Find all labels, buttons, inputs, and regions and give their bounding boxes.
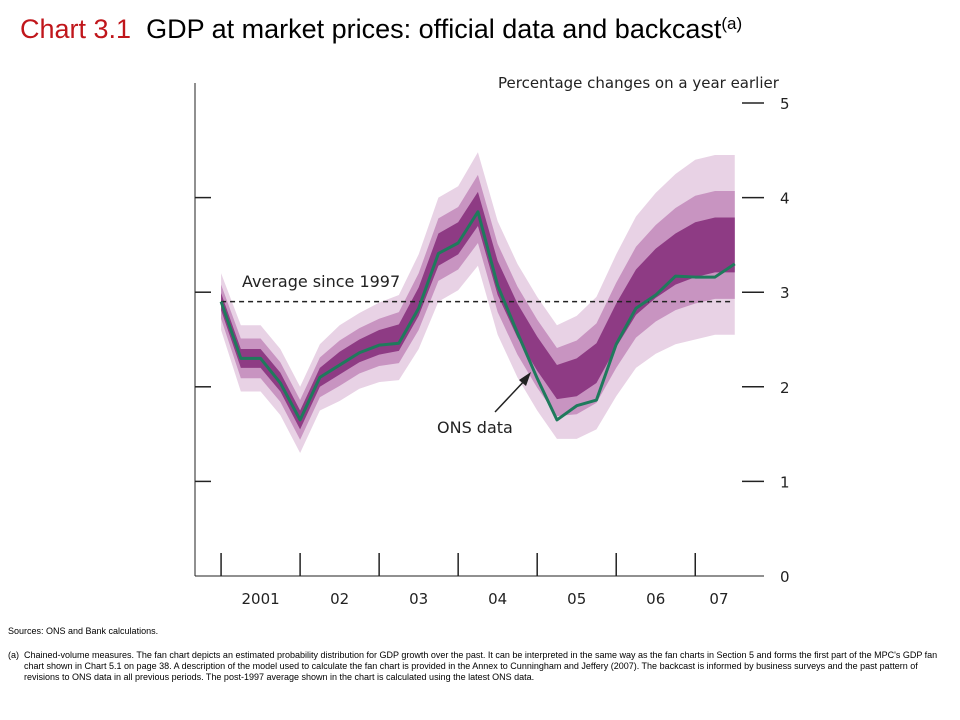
average-label: Average since 1997	[242, 272, 400, 291]
y-tick-label: 1	[780, 473, 790, 491]
x-tick-label: 05	[567, 590, 586, 608]
series-label: ONS data	[437, 418, 513, 437]
subtitle: Percentage changes on a year earlier	[498, 74, 780, 92]
footnote-marker: (a)	[8, 650, 19, 660]
x-tick-label: 06	[646, 590, 665, 608]
chart-label: Chart 3.1	[20, 14, 132, 44]
annotation-arrowhead	[519, 372, 531, 386]
x-tick-label: 04	[488, 590, 507, 608]
sources: Sources: ONS and Bank calculations.	[8, 626, 159, 636]
y-tick-label: 4	[780, 190, 790, 208]
x-tick-label: 03	[409, 590, 428, 608]
title-note: (a)	[721, 14, 743, 33]
footnote: (a) Chained-volume measures. The fan char…	[8, 650, 938, 683]
y-tick-label: 2	[780, 379, 790, 397]
chart: Percentage changes on a year earlier 0 1 2…	[194, 74, 790, 608]
footnote-text: Chained-volume measures. The fan chart d…	[24, 650, 938, 682]
annotation-arrow	[494, 377, 528, 413]
x-tick-label: 07	[709, 590, 728, 608]
x-tick-label: 2001	[241, 590, 279, 608]
chart-title: Chart 3.1 GDP at market prices: official…	[20, 14, 742, 45]
x-tick-label: 02	[330, 590, 349, 608]
series-line	[219, 210, 736, 422]
title-text: GDP at market prices: official data and …	[146, 14, 722, 44]
y-tick-label: 5	[780, 95, 790, 113]
fan-band	[221, 191, 735, 430]
y-tick-label: 0	[780, 568, 790, 586]
y-tick-label: 3	[780, 284, 790, 302]
